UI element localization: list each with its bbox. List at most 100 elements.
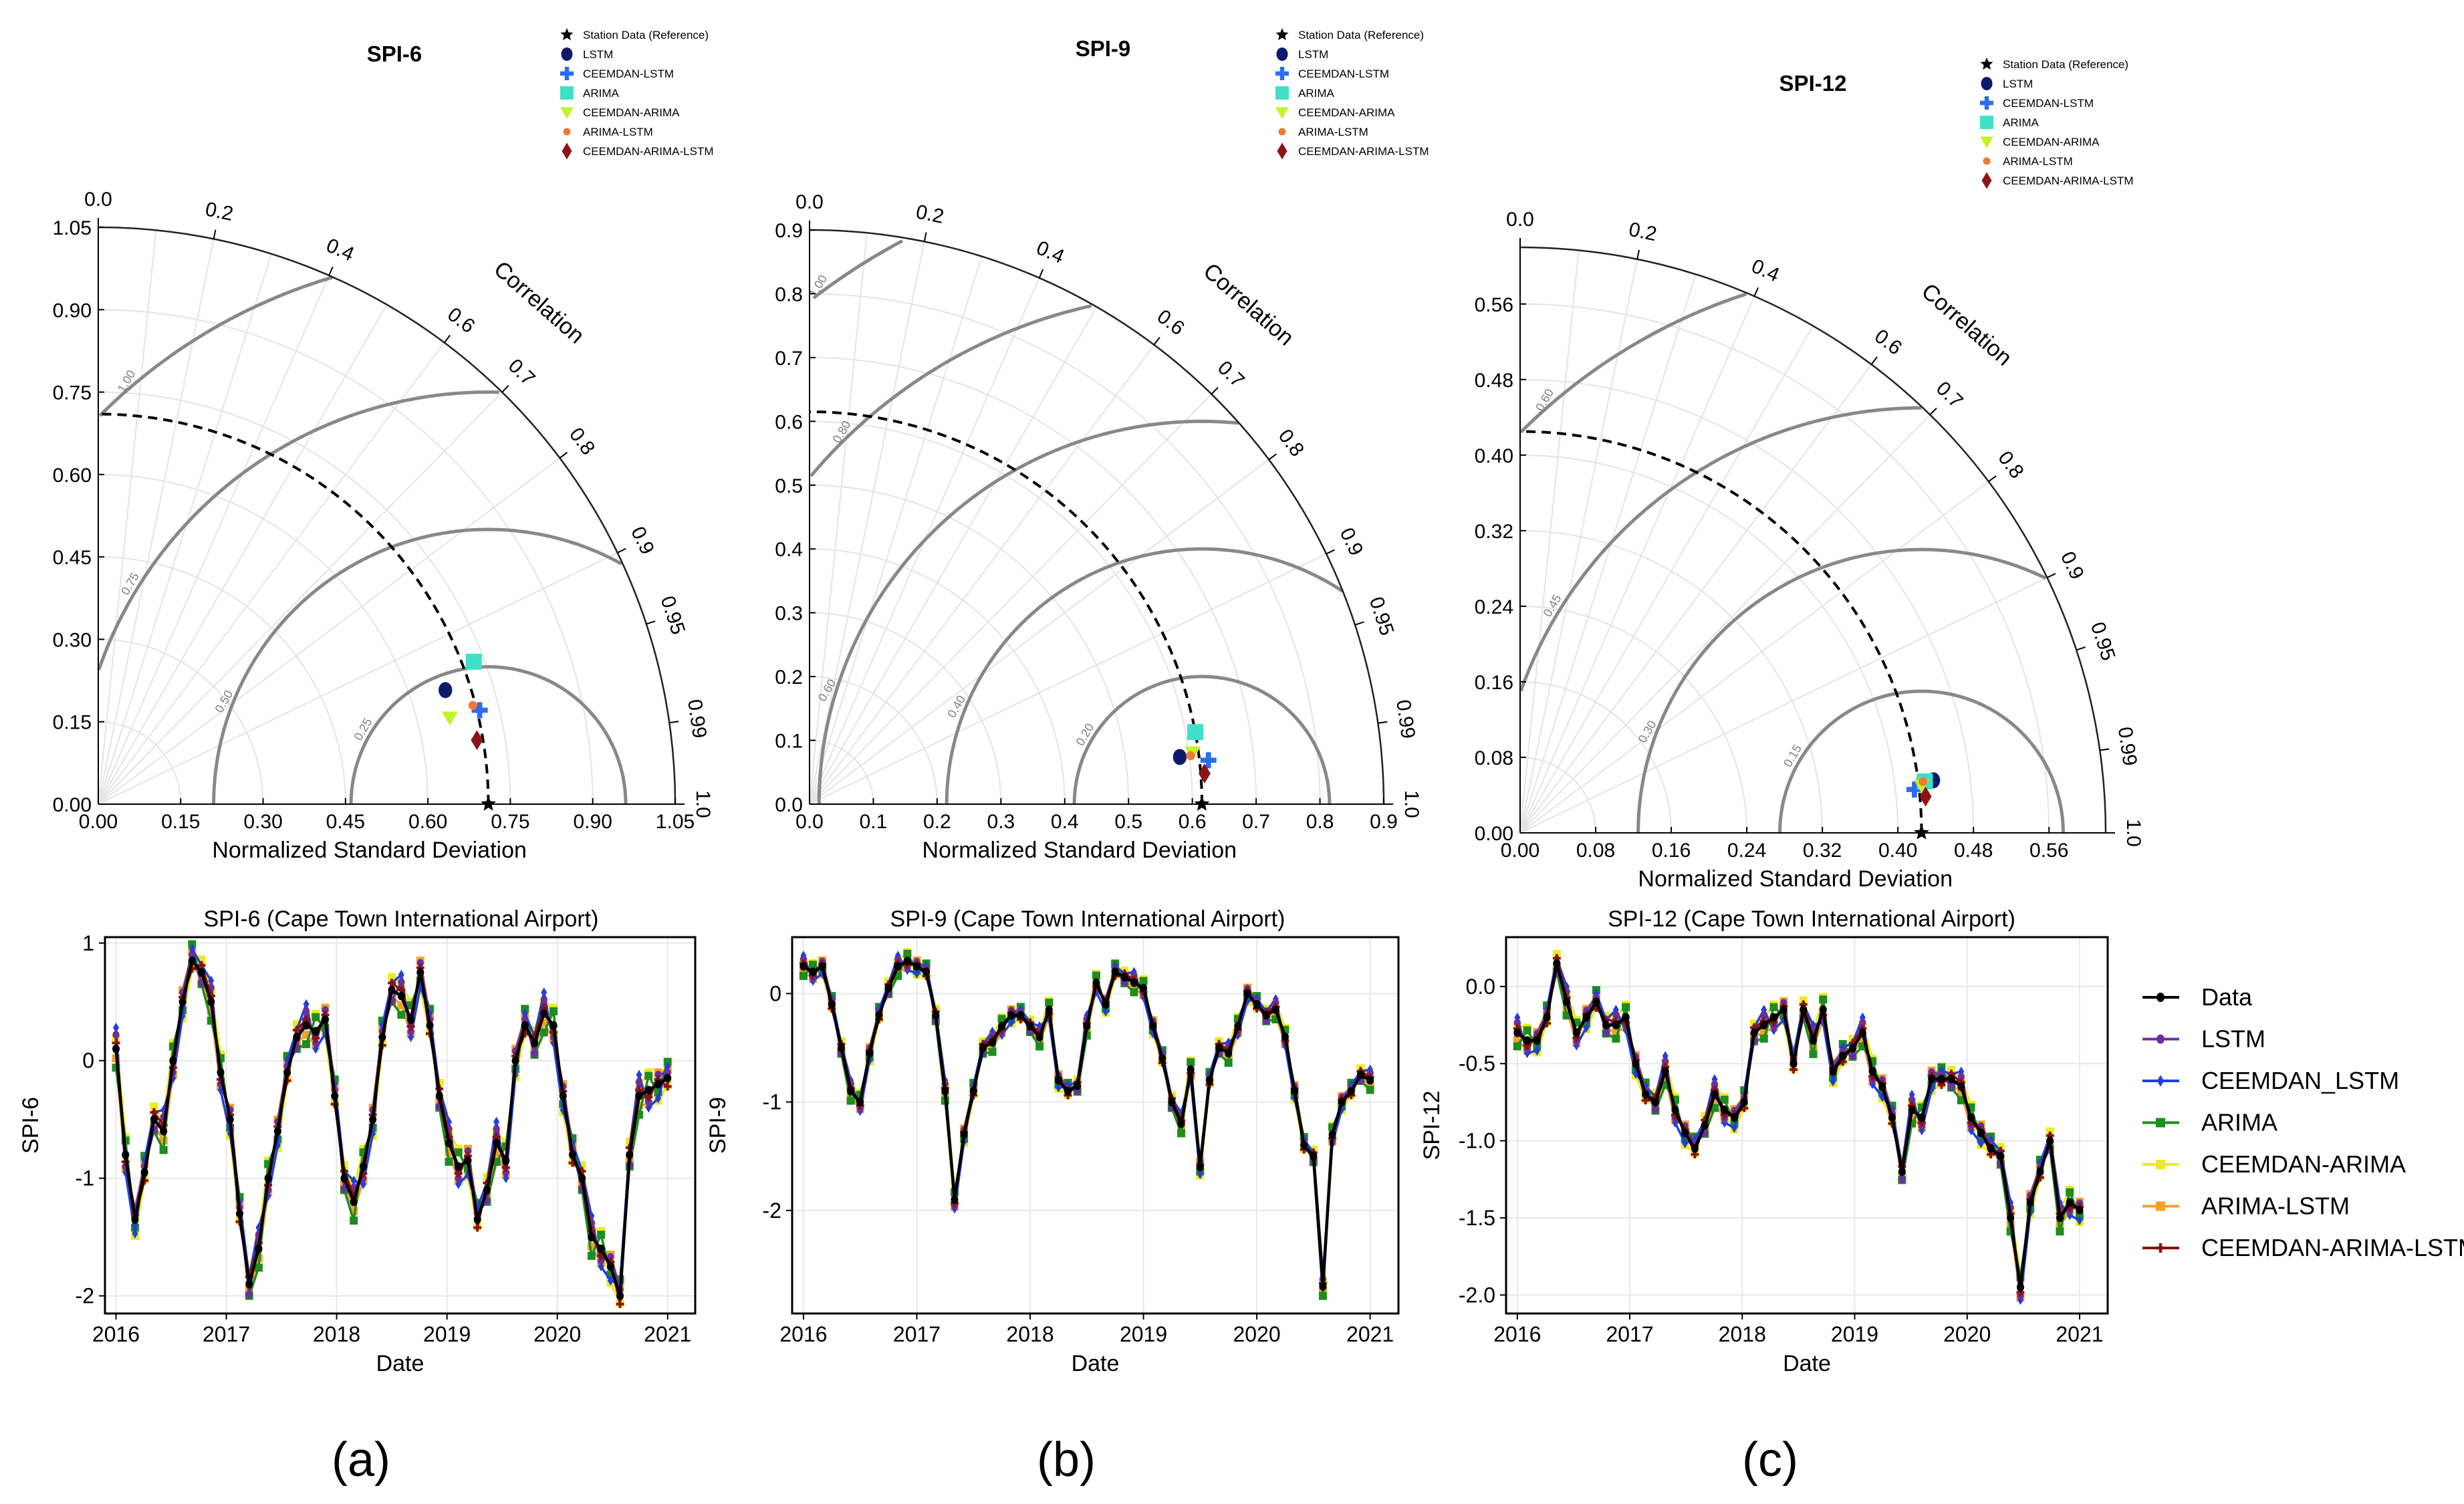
series-point [606, 1262, 614, 1271]
corr-tick [1211, 386, 1219, 395]
y-tick-label: -1.5 [1459, 1206, 1495, 1230]
x-tick-label: 1.05 [656, 811, 695, 833]
sd-gridline [809, 484, 1130, 805]
series-point [645, 1098, 652, 1106]
y-tick-label: 0.56 [1475, 294, 1513, 316]
series-point [1563, 997, 1571, 1007]
rms-contour [1072, 674, 1332, 804]
x-tick-label: 2017 [893, 1322, 941, 1346]
series-line-arima-lstm [802, 959, 1371, 1293]
series-point [588, 1233, 596, 1242]
series-point [1523, 1036, 1531, 1045]
x-tick-label: 2021 [644, 1322, 691, 1346]
plot-frame [1505, 936, 2109, 1315]
series-point [1054, 1076, 1062, 1085]
taylor-point [1198, 763, 1211, 784]
series-point [521, 1015, 529, 1024]
x-tick-label: 2016 [92, 1322, 140, 1346]
series-point [283, 1068, 291, 1077]
series-point [463, 1152, 472, 1160]
x-tick-label: 2020 [1233, 1322, 1280, 1346]
series-point [312, 1039, 320, 1047]
series-point [607, 1253, 614, 1261]
legend-label: CEEMDAN-ARIMA [583, 106, 680, 119]
series-point [159, 1146, 168, 1154]
series-point [1602, 1015, 1610, 1024]
series-point [1234, 1021, 1242, 1031]
panel-labels: (a) (b) (c) [332, 1433, 1798, 1487]
corr-gridline [1519, 274, 1697, 834]
series-point [837, 1043, 845, 1052]
series-point [150, 1115, 158, 1124]
corr-gridline [809, 256, 983, 805]
legend-label: CEEMDAN-ARIMA-LSTM [583, 145, 714, 158]
reference-sd-arc [809, 410, 1203, 805]
series-point [1158, 1054, 1166, 1063]
series-point [255, 1244, 263, 1253]
series-point [302, 1007, 310, 1015]
corr-tick-label: 0.4 [1033, 237, 1067, 268]
series-point [312, 1034, 320, 1043]
chart-title: SPI-12 [1779, 71, 1847, 96]
corr-gridline [1519, 364, 1872, 834]
series-point [1819, 1005, 1827, 1014]
x-tick-label: 2019 [1831, 1322, 1878, 1346]
series-point [1007, 1011, 1015, 1020]
series-point [473, 1215, 481, 1224]
corr-tick [213, 229, 217, 239]
x-tick-label: 0.9 [1370, 811, 1398, 833]
series-point [1026, 1021, 1034, 1031]
corr-gridline [1519, 295, 1755, 834]
series-point [655, 1093, 662, 1104]
corr-tick-label: 0.8 [565, 424, 599, 459]
sd-gridline [1519, 605, 1748, 834]
x-tick-label: 2019 [423, 1322, 471, 1346]
series-point [1701, 1121, 1709, 1130]
taylor-point [1187, 724, 1204, 741]
series-point [112, 1044, 120, 1053]
series-point [894, 962, 902, 971]
series-point [1641, 1096, 1650, 1105]
x-tick-label: 0.75 [491, 811, 529, 833]
series-point [866, 1049, 874, 1058]
series-point [663, 1082, 672, 1091]
plot-frame [791, 936, 1400, 1315]
timeseries-spi9: 2016 2017 2018 2019 2020 2021 -2 -1 0 SPI-9 (Cape… [705, 906, 1400, 1376]
series-point [1888, 1113, 1896, 1122]
y-tick-label: 0.8 [775, 283, 803, 305]
series-point [1347, 1086, 1355, 1096]
series-point [2076, 1205, 2084, 1215]
legend-marker [560, 107, 574, 119]
series-point [913, 969, 920, 979]
series-point [455, 1162, 463, 1171]
series-point [1957, 1082, 1965, 1092]
legend-marker [1980, 116, 1993, 129]
legend-marker [1983, 157, 1991, 165]
series-point [616, 1291, 624, 1301]
rms-contour [1519, 406, 1922, 692]
series-point [407, 1015, 415, 1024]
corr-tick-label: 1.0 [1400, 790, 1423, 818]
series-point [502, 1168, 509, 1176]
corr-gridline [809, 459, 1269, 805]
legend-label: CEEMDAN-ARIMA [2003, 136, 2100, 148]
series-point [1187, 1058, 1195, 1067]
corr-tick-label: 0.9 [2056, 548, 2088, 583]
corr-tick [1636, 249, 1640, 259]
chart-title: SPI-6 (Cape Town International Airport) [204, 906, 599, 932]
series-point [1977, 1138, 1984, 1148]
corr-gridline [98, 391, 503, 805]
y-tick-label: 0.30 [53, 629, 92, 651]
series-point [1092, 978, 1100, 987]
corr-tick-label: 0.95 [656, 594, 690, 638]
corr-tick-label: 0.8 [1993, 447, 2027, 483]
corr-tick [1038, 269, 1044, 279]
sd-gridline [809, 612, 1002, 805]
series-point [540, 995, 547, 1004]
x-axis-title: Date [376, 1351, 424, 1376]
series-point [1779, 1005, 1788, 1014]
series-point [1533, 1036, 1541, 1045]
series-point [302, 1021, 310, 1030]
series-point [502, 1156, 510, 1165]
series-point [350, 1175, 357, 1186]
